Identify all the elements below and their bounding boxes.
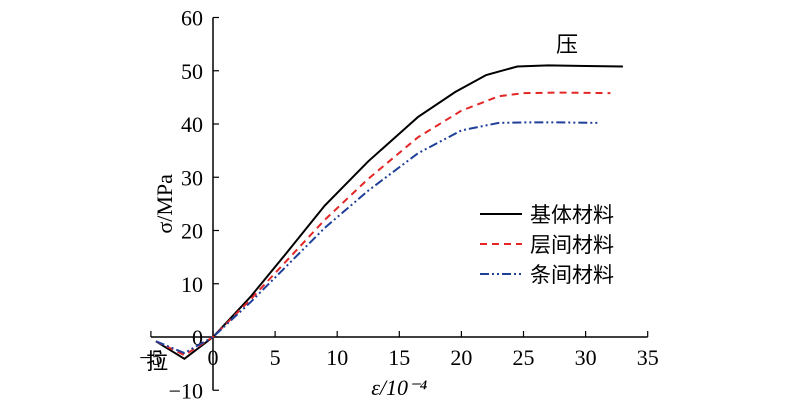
y-tick-label: 30: [181, 165, 203, 190]
x-tick-label: 15: [388, 345, 410, 370]
legend-label-3: 条间材料: [530, 263, 614, 287]
annotation-1: 压: [556, 33, 578, 58]
series-lines: [155, 64, 623, 361]
x-tick-label: 25: [513, 345, 535, 370]
annotations: 压拉: [146, 33, 578, 375]
legend-label-2: 层间材料: [530, 233, 614, 257]
y-tick-label: 10: [181, 272, 203, 297]
x-tick-label: 5: [270, 345, 281, 370]
y-axis-label: σ/MPa: [152, 174, 177, 234]
series-line-3: [155, 121, 599, 355]
x-tick-label: 20: [450, 345, 472, 370]
x-tick-label: 35: [637, 345, 659, 370]
x-tick-label: 30: [575, 345, 597, 370]
y-tick-label: 40: [181, 112, 203, 137]
x-tick-label: 10: [326, 345, 348, 370]
legend-label-1: 基体材料: [530, 203, 614, 227]
annotation-2: 拉: [146, 350, 168, 375]
y-tick-label: −10: [169, 378, 203, 403]
x-axis-label: ε/10⁻⁴: [371, 375, 427, 400]
series-line-2: [155, 91, 611, 357]
y-tick-label: 20: [181, 219, 203, 244]
y-tick-label: 0: [192, 325, 203, 350]
x-ticks: −5 0 5 10 15 20 25 30 35: [139, 331, 659, 370]
x-tick-label: 0: [208, 345, 219, 370]
y-tick-label: 60: [181, 6, 203, 31]
y-tick-label: 50: [181, 59, 203, 84]
x-tick-label: −5: [139, 345, 162, 370]
